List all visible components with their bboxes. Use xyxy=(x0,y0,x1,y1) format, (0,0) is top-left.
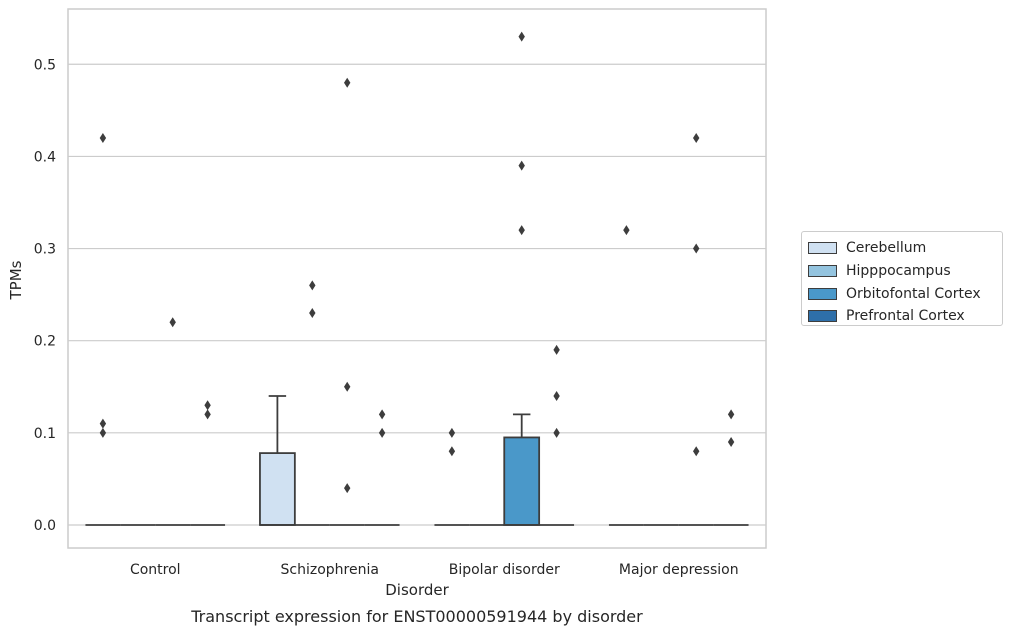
legend-item-cerebellum: Cerebellum xyxy=(808,237,994,260)
outlier-point xyxy=(99,132,107,143)
outlier-point xyxy=(693,132,700,143)
outlier-point xyxy=(693,243,700,254)
chart-caption: Transcript expression for ENST0000059194… xyxy=(190,607,643,626)
outlier-point xyxy=(448,446,456,457)
legend-swatch xyxy=(808,310,837,323)
outlier-point xyxy=(553,344,560,355)
outlier-point xyxy=(378,409,386,420)
plot-frame xyxy=(67,8,767,549)
x-axis-label: Disorder xyxy=(385,581,449,599)
box-elements xyxy=(85,31,749,526)
legend-label: Hipppocampus xyxy=(846,263,951,280)
outlier-point xyxy=(344,381,351,392)
box xyxy=(259,452,296,526)
x-tick-label: Major depression xyxy=(619,562,739,578)
outlier-point xyxy=(204,409,211,420)
legend-item-prefrontal-cortex: Prefrontal Cortex xyxy=(808,305,994,328)
y-tick-label: 0.0 xyxy=(34,518,56,534)
legend: Cerebellum Hipppocampus Orbitofontal Cor… xyxy=(801,231,1003,326)
legend-item-hippocampus: Hipppocampus xyxy=(808,260,994,283)
outlier-point xyxy=(344,483,351,494)
y-tick-label: 0.2 xyxy=(34,334,56,350)
legend-swatch xyxy=(808,242,837,255)
legend-label: Prefrontal Cortex xyxy=(846,308,965,325)
box xyxy=(503,436,541,526)
gridlines xyxy=(68,63,766,526)
outlier-point xyxy=(553,390,560,401)
x-tick-label: Schizophrenia xyxy=(281,562,379,578)
legend-label: Orbitofontal Cortex xyxy=(846,285,981,302)
y-axis-label: TPMs xyxy=(7,260,25,300)
legend-label: Cerebellum xyxy=(846,240,927,257)
outlier-point xyxy=(693,446,700,457)
x-tick-label: Control xyxy=(130,562,181,578)
x-tick-labels: Control Schizophrenia Bipolar disorder Majo… xyxy=(130,562,739,578)
outlier-point xyxy=(99,427,107,438)
legend-swatch xyxy=(808,265,837,278)
outlier-point xyxy=(344,77,351,88)
outlier-point xyxy=(518,31,525,42)
outlier-point xyxy=(309,308,316,319)
outlier-point xyxy=(378,427,386,438)
y-tick-label: 0.5 xyxy=(34,57,56,73)
y-tick-labels: 0.0 0.1 0.2 0.3 0.4 0.5 xyxy=(34,57,56,534)
outlier-point xyxy=(553,427,560,438)
y-tick-label: 0.3 xyxy=(34,242,56,258)
outlier-point xyxy=(518,160,525,171)
y-tick-label: 0.4 xyxy=(34,149,56,165)
outlier-point xyxy=(169,317,176,328)
outlier-point xyxy=(727,437,735,448)
outlier-point xyxy=(518,225,525,236)
y-tick-label: 0.1 xyxy=(34,426,56,442)
x-tick-label: Bipolar disorder xyxy=(449,562,560,578)
outlier-point xyxy=(448,427,456,438)
outlier-point xyxy=(623,225,630,236)
legend-item-orbitofrontal-cortex: Orbitofontal Cortex xyxy=(808,282,994,305)
legend-swatch xyxy=(808,287,837,300)
outlier-point xyxy=(309,280,316,291)
outlier-point xyxy=(727,409,735,420)
outlier-point xyxy=(99,418,107,429)
outlier-point xyxy=(204,400,211,411)
